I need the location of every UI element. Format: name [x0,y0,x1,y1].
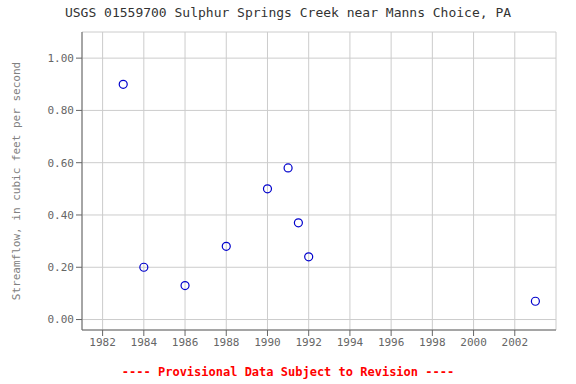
svg-text:1998: 1998 [419,336,446,349]
svg-text:1996: 1996 [378,336,405,349]
html-text:---- Provisional Data Subject: ---- Provisional Data Subject to Revisio… [121,365,455,379]
svg-text:0.00: 0.00 [48,313,75,326]
html-text:USGS 01559700 Sulphur Springs: USGS 01559700 Sulphur Springs Creek near… [64,5,512,20]
svg-text:Streamflow, in cubic feet per: Streamflow, in cubic feet per second [10,62,23,300]
svg-text:0.60: 0.60 [48,157,75,170]
svg-text:1984: 1984 [131,336,158,349]
svg-text:1994: 1994 [337,336,364,349]
svg-text:1.00: 1.00 [48,52,75,65]
svg-text:1990: 1990 [254,336,281,349]
svg-text:1982: 1982 [89,336,116,349]
svg-text:0.40: 0.40 [48,209,75,222]
svg-text:2000: 2000 [460,336,487,349]
svg-text:2002: 2002 [502,336,529,349]
svg-text:1988: 1988 [213,336,240,349]
svg-text:1986: 1986 [172,336,199,349]
svg-text:0.20: 0.20 [48,261,75,274]
svg-text:1992: 1992 [295,336,322,349]
svg-text:0.80: 0.80 [48,104,75,117]
